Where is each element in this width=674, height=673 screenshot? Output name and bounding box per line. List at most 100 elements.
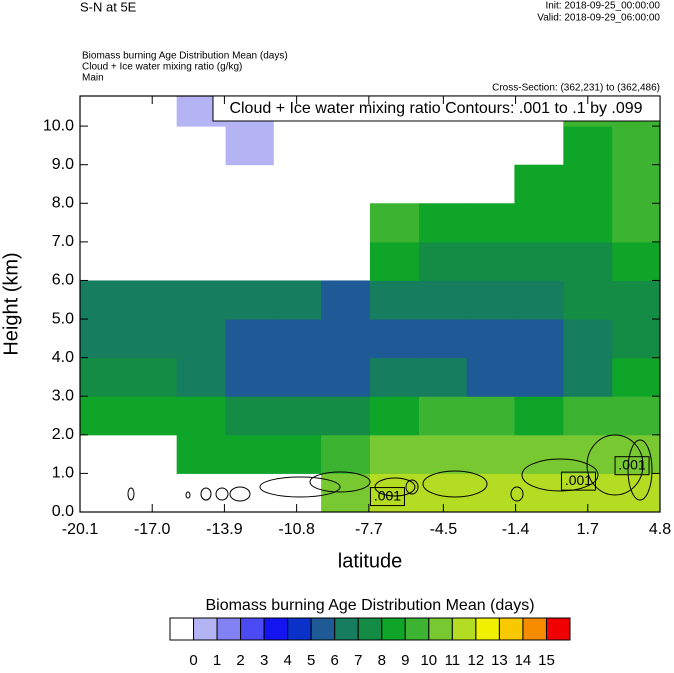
field-cell [321, 319, 371, 359]
field-cell [273, 357, 322, 397]
field-cell [273, 280, 322, 320]
field-cell [563, 396, 613, 436]
field-cell [514, 434, 564, 474]
contour-labels: .001 .001 .001 [369, 456, 650, 507]
field-cell [514, 357, 564, 397]
field-cell [127, 319, 178, 359]
colorbar-box [193, 617, 218, 641]
colorbar-label: 4 [283, 652, 291, 668]
colorbar-box [381, 617, 406, 641]
y-axis-title: Height (km) [0, 252, 22, 355]
field-cell [273, 396, 322, 436]
colorbar-box [498, 617, 524, 641]
colorbar-label: 12 [468, 652, 485, 668]
colorbar-label: 8 [378, 652, 386, 668]
x-axis-title: latitude [338, 550, 403, 572]
field-cell [466, 241, 515, 281]
field-cell [225, 126, 274, 166]
colorbar-label: 15 [538, 652, 555, 668]
x-tick-label: -17.0 [134, 521, 171, 538]
field-cell [80, 280, 129, 320]
field-cell [612, 319, 661, 359]
field-cell [127, 280, 178, 320]
field-cell [370, 241, 420, 281]
colorbar-label: 1 [213, 652, 221, 668]
y-tick-label: 1.0 [52, 465, 74, 482]
field-cell [563, 203, 613, 243]
y-tick-label: 9.0 [52, 156, 74, 173]
x-tick-label: 4.8 [649, 521, 671, 538]
field-cell [418, 241, 468, 281]
field-cell [612, 396, 661, 436]
field-cell [466, 357, 515, 397]
colorbar-label: 11 [445, 652, 461, 668]
colorbar-box [357, 617, 383, 641]
x-tick-label: -1.4 [502, 521, 530, 538]
field-line: Cloud + Ice water mixing ratio (g/kg) [82, 62, 242, 73]
field-cell [612, 241, 661, 281]
colorbar-box [404, 617, 430, 641]
field-cell [514, 280, 564, 320]
colorbar-label: 0 [189, 652, 197, 668]
colorbar-label: 13 [491, 652, 508, 668]
y-tick-label: 8.0 [52, 194, 74, 211]
field-cell [321, 357, 371, 397]
field-cell [273, 319, 322, 359]
contour-label: .001 [565, 472, 592, 488]
colorbar-box [522, 617, 547, 641]
valid-time: Valid: 2018-09-29_06:00:00 [537, 13, 660, 24]
colorbar-label: 7 [354, 652, 362, 668]
colorbar-label: 6 [331, 652, 339, 668]
field-line: Biomass burning Age Distribution Mean (d… [82, 51, 288, 62]
field-cell [176, 434, 227, 474]
field-cell [370, 319, 420, 359]
colorbar-box [475, 617, 500, 641]
field-cell [225, 280, 274, 320]
colorbar: 0 1 2 3 4 5 6 7 8 9 10 11 12 13 14 15 [169, 617, 571, 669]
field-cell [563, 241, 613, 281]
cross-section: Cross-Section: (362,231) to (362,486) [492, 83, 660, 94]
field-cell [225, 319, 274, 359]
field-cell [321, 473, 371, 513]
field-cell [321, 396, 371, 436]
x-tick-label: -10.8 [278, 521, 315, 538]
field-cell [418, 357, 468, 397]
x-tick-label: -13.9 [206, 521, 243, 538]
chart-title: S-N at 5E [80, 0, 137, 14]
field-cell [418, 396, 468, 436]
field-cell [563, 126, 613, 166]
field-cell [176, 280, 227, 320]
field-cell [80, 396, 129, 436]
field-cell [514, 396, 564, 436]
field-cell [514, 164, 564, 204]
field-line: Main [82, 73, 104, 84]
colorbar-box [428, 617, 453, 641]
field-cell [176, 357, 227, 397]
contour-label-box [560, 471, 596, 491]
contour-label-box [369, 487, 405, 507]
colorbar-box [287, 617, 312, 641]
colorbar-box [451, 617, 477, 641]
field-cell [612, 126, 661, 166]
field-cell [514, 473, 564, 513]
x-tick-label: -4.5 [430, 521, 458, 538]
colorbar-box [240, 617, 265, 641]
contour-label: .001 [374, 487, 401, 503]
field-cell [273, 434, 322, 474]
field-cell [612, 164, 661, 204]
field-cell [514, 319, 564, 359]
contour-info: Cloud + Ice water mixing ratio Contours:… [229, 100, 642, 117]
colorbar-box [169, 617, 195, 641]
colorbar-label: 14 [515, 652, 532, 668]
contour-label: .001 [618, 456, 645, 472]
field-cell [563, 164, 613, 204]
field-cell [370, 434, 420, 474]
y-tick-label: 5.0 [52, 310, 74, 327]
field-cell [563, 319, 613, 359]
field-cell [466, 203, 515, 243]
field-cell [514, 203, 564, 243]
x-tick-label: 1.7 [577, 521, 599, 538]
field-cell [80, 319, 129, 359]
field-cell [418, 203, 468, 243]
